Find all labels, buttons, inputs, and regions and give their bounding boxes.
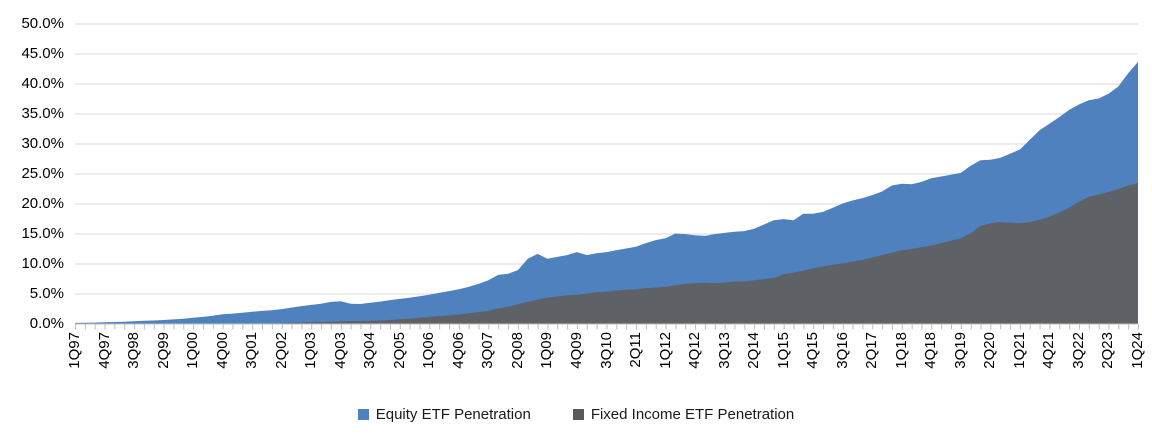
x-axis-tick-label: 4Q12 [686, 332, 704, 369]
x-axis-tick-label: 3Q07 [479, 332, 497, 369]
x-axis-tick-label: 3Q10 [597, 332, 615, 369]
x-axis-tick-label: 1Q15 [774, 332, 792, 369]
x-axis-tick-label: 2Q23 [1099, 332, 1117, 369]
legend-entry-fixed-income: Fixed Income ETF Penetration [572, 405, 795, 423]
y-axis-tick-label: 25.0% [21, 164, 64, 182]
x-axis-tick-label: 4Q09 [567, 332, 585, 369]
x-axis-tick-label: 1Q03 [302, 332, 320, 369]
x-axis-tick-label: 1Q18 [892, 332, 910, 369]
x-axis-tick-label: 1Q12 [656, 332, 674, 369]
x-axis-tick-label: 3Q04 [361, 332, 379, 369]
x-axis-tick-label: 4Q06 [449, 332, 467, 369]
y-axis-tick-label: 10.0% [21, 254, 64, 272]
x-axis-tick-label: 4Q97 [95, 332, 113, 369]
x-axis-tick-label: 2Q08 [508, 332, 526, 369]
y-axis-tick-label: 35.0% [21, 104, 64, 122]
x-axis-tick-label: 2Q05 [390, 332, 408, 369]
x-axis-tick-label: 1Q06 [420, 332, 438, 369]
x-axis-tick-label: 2Q99 [154, 332, 172, 369]
x-axis-tick-label: 1Q00 [184, 332, 202, 369]
legend-label-equity: Equity ETF Penetration [375, 405, 531, 423]
x-axis-tick-label: 4Q03 [331, 332, 349, 369]
x-axis-tick-label: 2Q17 [863, 332, 881, 369]
x-axis-tick-label: 3Q01 [243, 332, 261, 369]
x-axis-tick-label: 1Q21 [1010, 332, 1028, 369]
x-axis-tick-label: 3Q16 [833, 332, 851, 369]
x-axis-tick-label: 3Q13 [715, 332, 733, 369]
legend-swatch-fixed-income-icon [572, 408, 584, 420]
chart-legend: Equity ETF Penetration Fixed Income ETF … [0, 403, 1152, 425]
y-axis-tick-label: 40.0% [21, 74, 64, 92]
x-axis-tick-label: 3Q22 [1069, 332, 1087, 369]
legend-entry-equity: Equity ETF Penetration [357, 405, 531, 423]
y-axis-tick-label: 50.0% [21, 14, 64, 32]
x-axis-tick-label: 3Q98 [125, 332, 143, 369]
x-axis-tick-label: 2Q02 [272, 332, 290, 369]
x-axis-tick-label: 2Q14 [745, 332, 763, 369]
x-axis-tick-label: 4Q15 [804, 332, 822, 369]
x-axis-tick-label: 4Q00 [213, 332, 231, 369]
x-axis-tick-label: 2Q20 [981, 332, 999, 369]
y-axis-tick-label: 30.0% [21, 134, 64, 152]
y-axis-tick-label: 45.0% [21, 44, 64, 62]
x-axis-tick-label: 4Q18 [922, 332, 940, 369]
x-axis-tick-label: 2Q11 [627, 332, 645, 368]
y-axis-tick-label: 5.0% [29, 284, 64, 302]
x-axis-tick-label: 1Q09 [538, 332, 556, 369]
y-axis-tick-label: 0.0% [29, 314, 64, 332]
x-axis-tick-label: 1Q24 [1129, 332, 1146, 369]
x-axis-tick-label: 1Q97 [66, 332, 83, 369]
y-axis-tick-label: 20.0% [21, 194, 64, 212]
y-axis-tick-label: 15.0% [21, 224, 64, 242]
x-axis-tick-label: 4Q21 [1040, 332, 1058, 369]
fixed-income-area-series [75, 183, 1138, 324]
legend-label-fixed-income: Fixed Income ETF Penetration [590, 405, 795, 423]
legend-swatch-equity-icon [357, 408, 369, 420]
x-axis-tick-label: 3Q19 [951, 332, 969, 369]
